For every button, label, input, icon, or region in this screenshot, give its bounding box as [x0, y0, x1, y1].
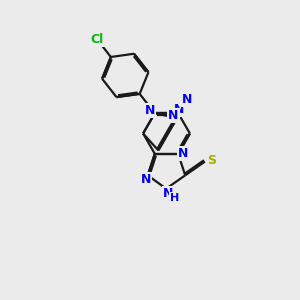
Text: N: N: [145, 104, 155, 117]
Text: N: N: [178, 147, 188, 160]
Text: H: H: [170, 193, 179, 203]
Text: S: S: [207, 154, 216, 167]
Text: N: N: [141, 173, 152, 186]
Text: N: N: [168, 109, 178, 122]
Text: N: N: [182, 93, 192, 106]
Text: N: N: [174, 103, 184, 116]
Text: Cl: Cl: [91, 33, 104, 46]
Text: N: N: [164, 187, 174, 200]
